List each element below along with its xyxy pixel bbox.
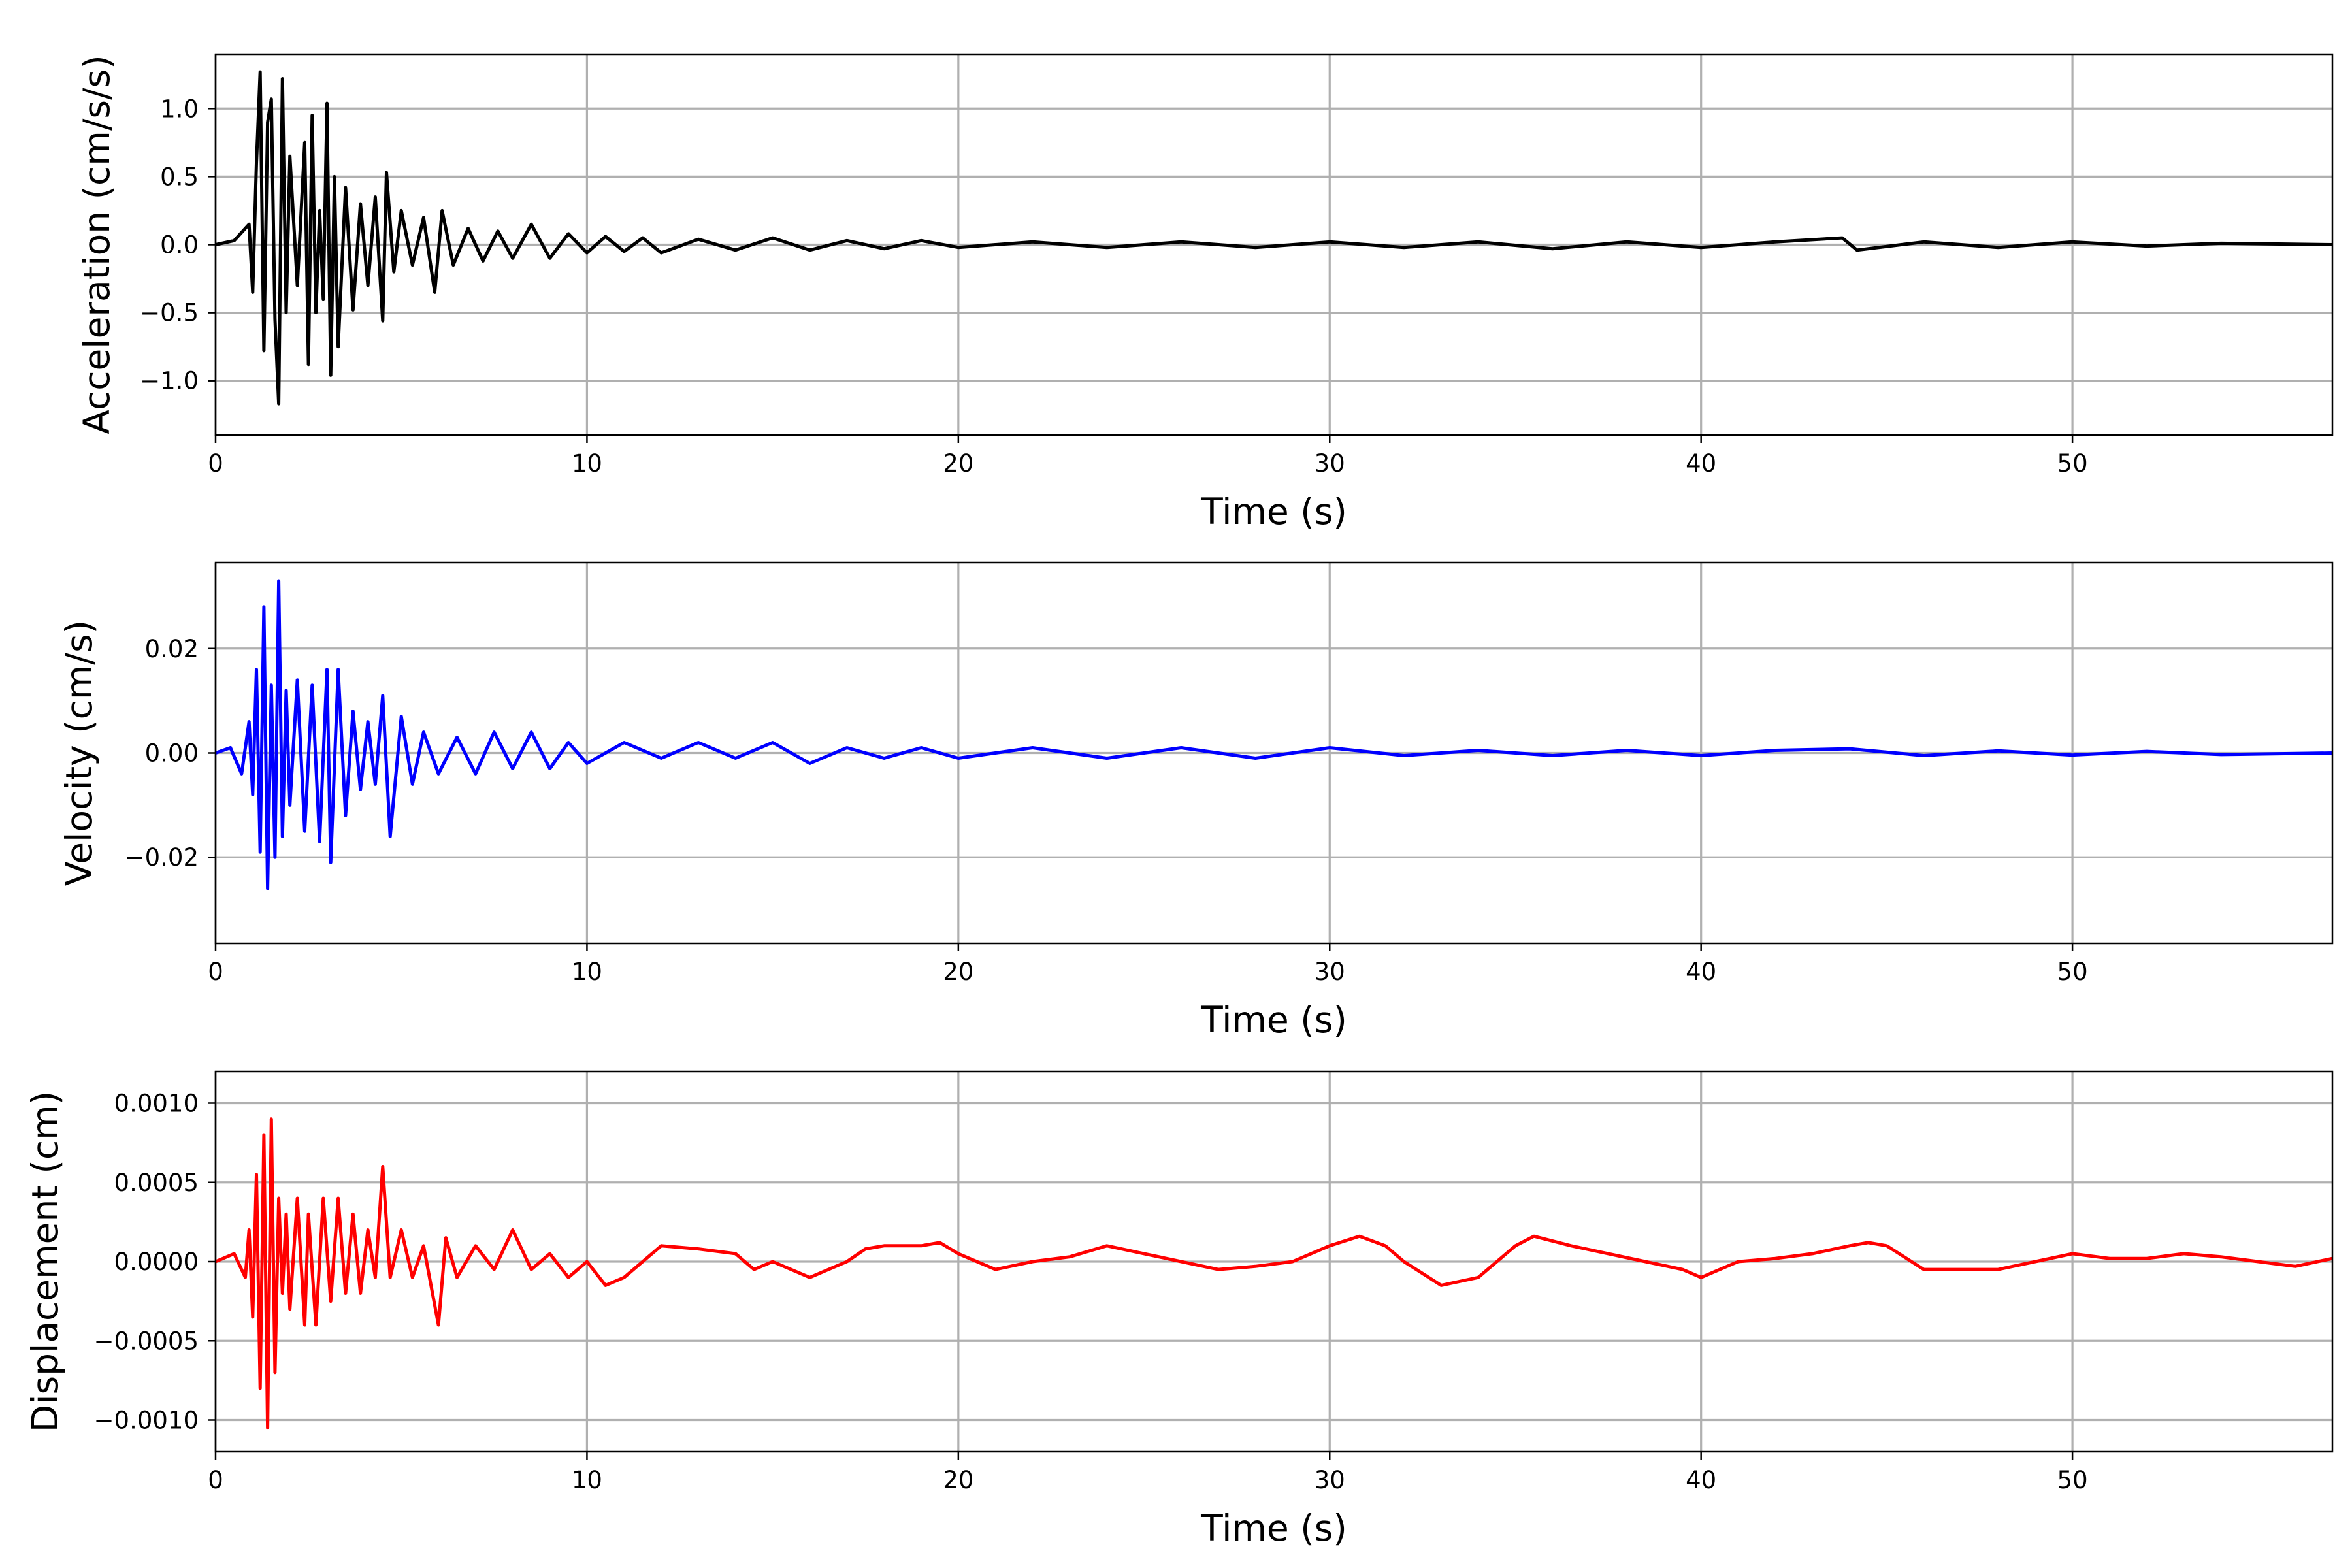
- displacement-y-axis-label: Displacement (cm): [24, 1091, 66, 1432]
- velocity-panel: 0 10 20 30 40 50 0.02 0.00 −0.02 Time (s) Veloci…: [58, 561, 2334, 1041]
- acceleration-y-tick-label: −1.0: [140, 367, 199, 395]
- velocity-trace: [215, 579, 2333, 890]
- displacement-x-tick-label: 10: [572, 1466, 602, 1494]
- displacement-series-line: [215, 1117, 2333, 1430]
- velocity-ticks: 0 10 20 30 40 50 0.02 0.00 −0.02: [125, 635, 2088, 986]
- acceleration-trace: [215, 70, 2333, 406]
- displacement-x-tick-label: 0: [208, 1466, 223, 1494]
- acceleration-x-axis-label: Time (s): [1200, 491, 1347, 532]
- velocity-y-tick-label: 0.02: [145, 635, 199, 663]
- displacement-x-tick-label: 20: [943, 1466, 973, 1494]
- displacement-y-tick-label: 0.0000: [114, 1248, 199, 1276]
- velocity-y-axis-label: Velocity (cm/s): [58, 620, 100, 886]
- displacement-x-tick-label: 50: [2057, 1466, 2088, 1494]
- displacement-trace: [215, 1117, 2333, 1430]
- acceleration-x-tick-label: 0: [208, 449, 223, 478]
- acceleration-ticks: 0 10 20 30 40 50 1.0 0.5 0.0 −0.5 −1.0: [140, 95, 2088, 478]
- displacement-panel: 0 10 20 30 40 50 0.0010 0.0005 0.0000 −0.0005 −0.0…: [24, 1070, 2334, 1549]
- velocity-x-tick-label: 20: [943, 958, 973, 986]
- displacement-y-tick-label: 0.0010: [114, 1090, 199, 1118]
- acceleration-y-tick-label: 0.5: [160, 163, 199, 191]
- velocity-x-axis-label: Time (s): [1200, 999, 1347, 1041]
- acceleration-y-tick-label: −0.5: [140, 299, 199, 327]
- velocity-x-tick-label: 40: [1686, 958, 1716, 986]
- velocity-y-tick-label: 0.00: [145, 740, 199, 768]
- velocity-y-tick-label: −0.02: [125, 843, 199, 872]
- displacement-x-tick-label: 40: [1686, 1466, 1716, 1494]
- displacement-y-tick-label: 0.0005: [114, 1169, 199, 1197]
- displacement-y-tick-label: −0.0010: [94, 1407, 199, 1435]
- acceleration-series-line: [215, 70, 2333, 406]
- velocity-series-line: [215, 579, 2333, 890]
- acceleration-x-tick-label: 20: [943, 449, 973, 478]
- acceleration-y-axis-label: Acceleration (cm/s/s): [76, 55, 118, 434]
- velocity-x-tick-label: 0: [208, 958, 223, 986]
- acceleration-x-tick-label: 30: [1315, 449, 1345, 478]
- acceleration-panel: 0 10 20 30 40 50 1.0 0.5 0.0 −0.5 −1.0 Time (s) Ac…: [76, 53, 2334, 532]
- acceleration-x-tick-label: 10: [572, 449, 602, 478]
- velocity-x-tick-label: 10: [572, 958, 602, 986]
- acceleration-y-tick-label: 1.0: [160, 95, 199, 123]
- displacement-grid: [214, 1071, 2332, 1452]
- displacement-ticks: 0 10 20 30 40 50 0.0010 0.0005 0.0000 −0.0005 −0.0…: [94, 1090, 2088, 1495]
- displacement-x-axis-label: Time (s): [1200, 1507, 1347, 1549]
- displacement-y-tick-label: −0.0005: [94, 1327, 199, 1355]
- velocity-x-tick-label: 50: [2057, 958, 2088, 986]
- acceleration-x-tick-label: 40: [1686, 449, 1716, 478]
- acceleration-x-tick-label: 50: [2057, 449, 2088, 478]
- acceleration-y-tick-label: 0.0: [160, 231, 199, 259]
- velocity-x-tick-label: 30: [1315, 958, 1345, 986]
- displacement-x-tick-label: 30: [1315, 1466, 1345, 1494]
